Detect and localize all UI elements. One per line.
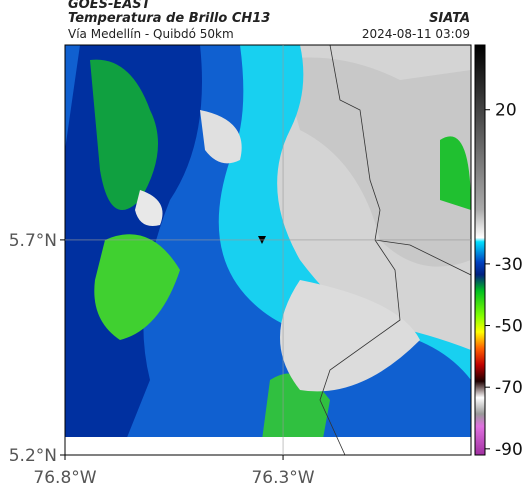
x-tick-label: 76.3°W (251, 468, 314, 488)
timestamp: 2024-08-11 03:09 (362, 27, 470, 41)
colorbar (474, 44, 486, 456)
route: Vía Medellín - Quibdó 50km (68, 27, 234, 41)
colorbar-tick-label: -30 (495, 255, 523, 275)
product: Temperatura de Brillo CH13 (68, 11, 270, 26)
x-tick-label: 76.8°W (33, 468, 96, 488)
imagery (65, 45, 471, 455)
colorbar-tick-label: -70 (495, 378, 523, 398)
map-frame (64, 44, 472, 456)
agency: SIATA (429, 11, 470, 26)
colorbar-tick-label: -90 (495, 440, 523, 460)
y-tick-label: 5.7°N (9, 231, 57, 251)
source: GOES-EAST (68, 0, 152, 12)
colorbar-tick-label: -50 (495, 317, 523, 337)
colorbar-tick-label: 20 (495, 101, 517, 121)
y-tick-label: 5.2°N (9, 446, 57, 466)
